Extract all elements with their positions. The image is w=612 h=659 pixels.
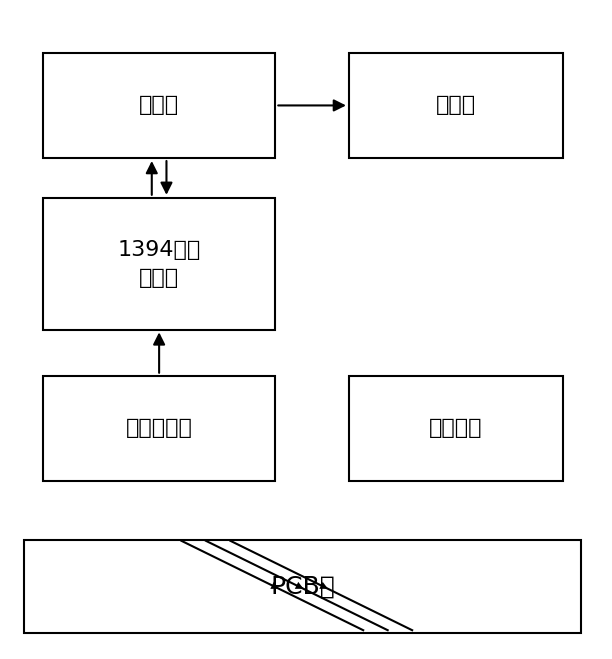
Bar [43, 198, 275, 330]
Text: PCB板: PCB板 [271, 575, 335, 598]
Text: 计算机: 计算机 [139, 96, 179, 115]
Bar [43, 53, 275, 158]
Bar [24, 540, 581, 633]
Bar [349, 53, 563, 158]
Bar [349, 376, 563, 481]
Text: 相机及镜头: 相机及镜头 [125, 418, 193, 438]
Text: 照明光源: 照明光源 [429, 418, 483, 438]
Text: 1394图像
采集卡: 1394图像 采集卡 [118, 240, 201, 287]
Text: 显示器: 显示器 [436, 96, 476, 115]
Bar [43, 376, 275, 481]
